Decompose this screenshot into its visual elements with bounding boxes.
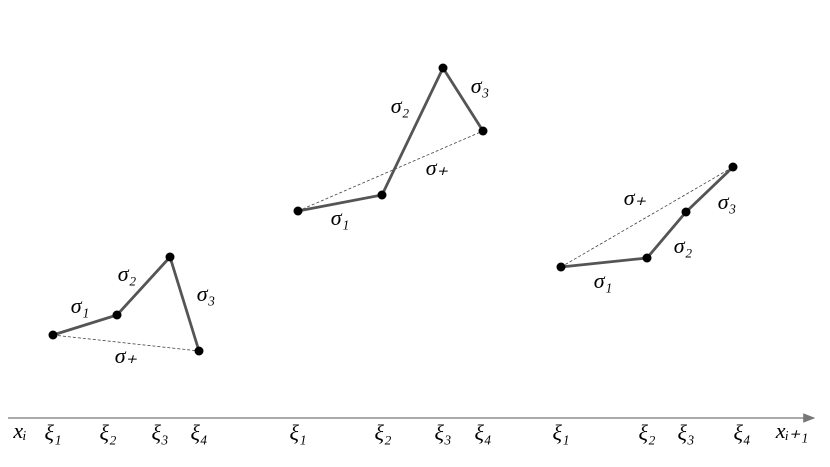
segment-label: σ₁	[594, 268, 613, 293]
node	[728, 162, 738, 172]
tick-label: ξ₃	[677, 420, 694, 445]
segment-label: σ₂	[118, 261, 137, 286]
chord-label: σ₊	[426, 155, 449, 180]
tick-label: ξ₃	[434, 420, 451, 445]
axis-end-label: xᵢ₊₁	[775, 418, 809, 443]
tick-label: ξ₃	[151, 420, 168, 445]
tick-label: ξ₂	[374, 420, 391, 445]
node	[112, 310, 122, 320]
node	[48, 330, 58, 340]
tick-label: ξ₁	[552, 420, 569, 445]
tick-label: ξ₄	[190, 420, 207, 445]
chord-label: σ₊	[115, 343, 138, 368]
tick-label: ξ₂	[99, 420, 116, 445]
segment-label: σ₁	[331, 205, 350, 230]
segment-label: σ₃	[718, 189, 737, 214]
axis-start-label: xᵢ	[12, 418, 26, 443]
tick-label: ξ₁	[44, 420, 61, 445]
node	[681, 207, 691, 217]
node	[377, 190, 387, 200]
chord	[297, 130, 484, 212]
tick-label: ξ₂	[638, 420, 655, 445]
segment-label: σ₃	[197, 281, 216, 306]
node	[165, 252, 175, 262]
node	[642, 253, 652, 263]
node	[194, 346, 204, 356]
tick-label: ξ₄	[474, 420, 491, 445]
node	[293, 206, 303, 216]
chord	[560, 166, 734, 268]
segments	[297, 65, 485, 213]
tick-label: ξ₄	[733, 420, 750, 445]
chord	[52, 334, 200, 352]
segments	[52, 254, 201, 352]
node	[556, 262, 566, 272]
segments	[560, 165, 734, 269]
segment-label: σ₂	[391, 93, 410, 118]
segment-label: σ₁	[71, 293, 90, 318]
node	[478, 126, 488, 136]
tick-label: ξ₁	[289, 420, 306, 445]
segment-label: σ₃	[471, 73, 490, 98]
node	[438, 63, 448, 73]
segment-label: σ₂	[674, 233, 693, 258]
chord-label: σ₊	[624, 185, 647, 210]
